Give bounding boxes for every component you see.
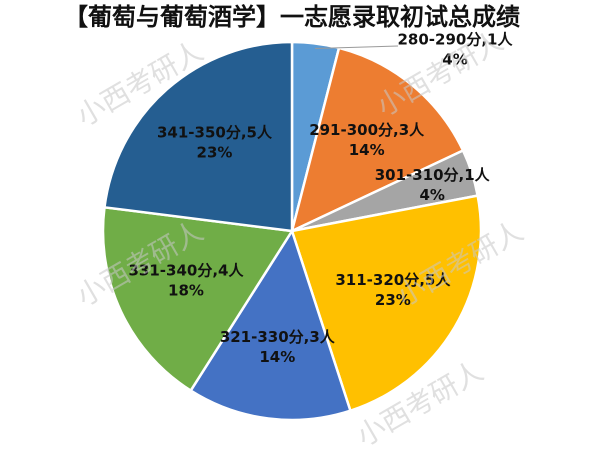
data-label: 14%	[259, 348, 295, 366]
pie-slice	[290, 46, 465, 234]
data-label: 301-310分,1人	[375, 166, 491, 184]
pie-slice	[103, 40, 294, 233]
data-label: 23%	[197, 144, 233, 162]
data-label: 341-350分,5人	[157, 124, 273, 142]
chart-title: 【葡萄与葡萄酒学】一志愿录取初试总成绩	[64, 3, 520, 31]
pie-slice	[290, 194, 483, 413]
leader-line	[315, 45, 399, 49]
data-label: 311-320分,5人	[335, 271, 451, 289]
data-label: 14%	[349, 141, 385, 159]
data-label: 291-300分,3人	[309, 121, 425, 139]
pie-slice	[101, 205, 295, 393]
data-label: 331-340分,4人	[128, 261, 244, 279]
data-label: 321-330分,3人	[220, 328, 336, 346]
data-label: 4%	[442, 51, 467, 69]
data-label: 23%	[375, 291, 411, 309]
data-label: 4%	[419, 186, 444, 204]
pie-slice	[189, 228, 352, 422]
data-label: 18%	[168, 281, 204, 299]
data-label: 280-290分,1人	[398, 31, 514, 49]
